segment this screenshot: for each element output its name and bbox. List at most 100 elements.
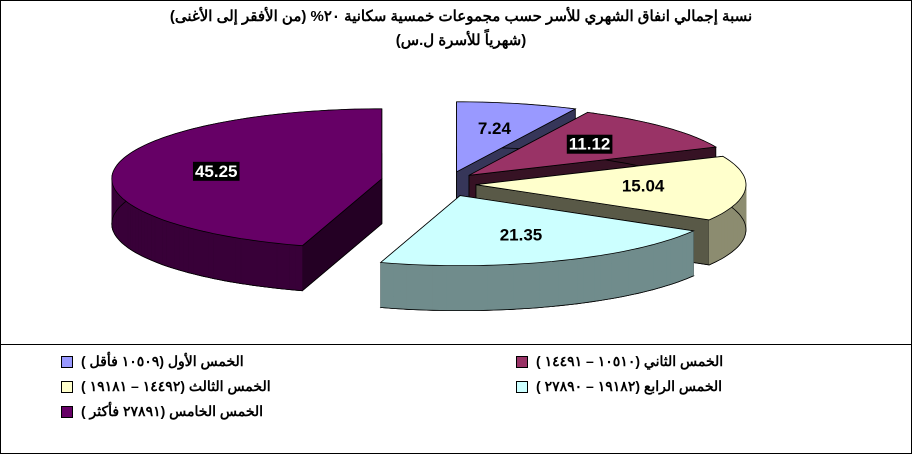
slice-side [665,239,671,287]
slice-side [721,211,725,260]
slice-side [246,239,254,286]
slice-side [406,263,414,310]
pie-area: 7.24 11.12 45.25 15.04 21.35 [111,101,747,312]
legend-label: الخمس الأول (١٠٥٠٩ فأقل ) [81,353,244,369]
data-label: 15.04 [622,177,665,196]
slice-side [170,222,176,270]
slice-side [512,263,521,310]
slice-side [582,256,590,304]
legend-swatch [61,355,73,368]
slice: 45.25 [111,108,383,292]
slice-side [258,240,266,288]
slice-side [551,260,559,307]
slice-side [295,244,303,292]
slice-side [432,264,441,311]
slice-side [123,198,127,247]
slice-side [412,264,421,311]
slice-side [661,240,667,288]
slice-side [188,227,194,275]
slice-side [439,265,447,311]
slice-side [728,206,732,255]
legend-item: الخمس الثالث (١٤٤٩٢ – ١٩١٨١ ) [61,378,271,395]
slice-side [179,224,185,272]
slice-side [282,243,290,290]
slice-side [532,262,540,309]
slice-side [685,231,691,280]
slice-side [718,213,722,261]
slice-side [158,217,163,266]
data-label: 11.12 [569,135,611,154]
data-label: 21.35 [500,226,543,245]
slice-side [545,261,553,308]
slice-side [147,213,152,261]
slice-side [627,249,634,296]
data-label-box [192,161,240,181]
slice-side [493,264,501,311]
slice-side [203,230,209,278]
slice-side [252,239,260,287]
legend-item: الخمس الرابع (١٩١٨٢ – ٢٧٨٩٠ ) [516,378,722,395]
slice-side [576,257,584,305]
data-label-box [566,134,613,154]
slice-side [125,200,129,249]
slice-top [379,195,695,267]
slice-side [588,255,595,303]
slice-side [637,246,644,294]
slice-side [652,243,658,291]
slice-side [276,242,284,290]
slice-side [289,244,297,291]
slice-side [270,242,278,289]
slice-side [240,238,248,285]
slice-side [616,251,623,298]
slice-side [647,244,654,292]
slice-side [538,261,547,308]
slice-side [622,250,629,297]
slice-side [218,234,225,282]
slice-side [141,210,145,258]
slice-side [459,265,468,311]
data-label: 45.25 [195,162,238,181]
slice-side [224,235,231,283]
slice-side [611,252,618,299]
slice-side [138,208,142,257]
slice-side [473,265,481,311]
legend-item: الخمس الخامس (٢٧٨٩١ فأكثر ) [61,403,263,420]
legend-item: الخمس الثاني (١٠٥١٠ – ١٤٤٩١ ) [516,353,723,370]
slice-side [144,211,149,260]
slice-side [466,265,474,311]
slice-side [452,265,461,311]
slice-side [132,205,136,254]
legend-item: الخمس الأول (١٠٥٠٩ فأقل ) [61,353,244,370]
slice-side [151,214,156,263]
slice-top [456,101,577,173]
slice-side [564,259,572,306]
legend-swatch [516,380,528,393]
slice-side [380,262,388,309]
slice-side [130,203,134,252]
slice-side [657,241,663,289]
slice-side [689,230,694,278]
slice-side [726,208,730,257]
slice-side [570,258,578,305]
slice-side [526,262,534,309]
slice-side [162,219,167,267]
slice-side [708,217,713,266]
slice-side [419,264,427,311]
slice-side [670,237,676,285]
slice-side [715,214,720,263]
slice: 21.35 [379,194,695,312]
slice-side [229,236,236,283]
legend-label: الخمس الثاني (١٠٥١٠ – ١٤٤٩١ ) [536,353,724,369]
slice-top [475,155,747,221]
slice-side [174,223,180,271]
slice-side [208,232,214,279]
slice-side [166,220,172,268]
slice-edge [709,200,747,266]
slice-side [213,233,220,280]
slice-side [678,234,683,283]
legend: الخمس الأول (١٠٥٠٩ فأقل ) الخمس الثاني (١… [1,344,911,453]
chart-title: نسبة إجمالي انفاق الشهري للأسر حسب مجموع… [169,8,753,49]
slice-side [519,263,527,310]
slice-edge [380,275,694,312]
